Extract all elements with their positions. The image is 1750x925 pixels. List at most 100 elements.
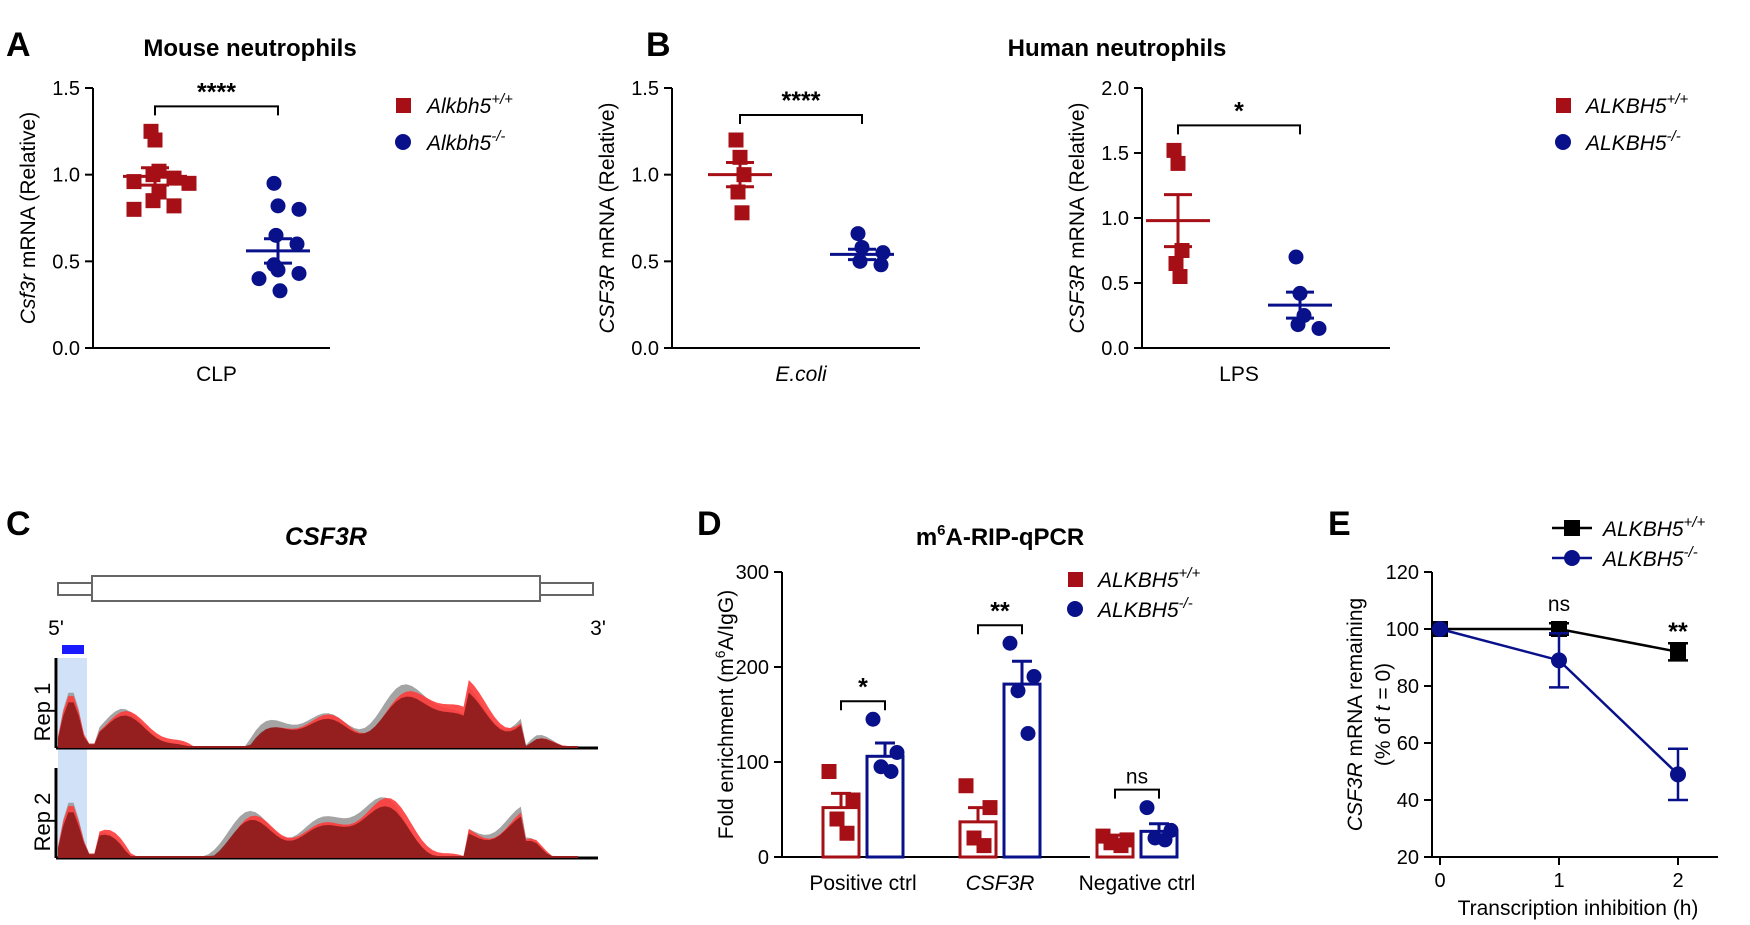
data-point [1670, 766, 1686, 783]
y-tick-label: 2.0 [1101, 78, 1129, 100]
legend-ko-marker [1067, 601, 1083, 617]
panel-letter-a: A [6, 26, 31, 64]
data-point [266, 175, 282, 191]
y-axis-label-2: (% of t = 0) [1372, 663, 1395, 766]
significance-label: * [858, 673, 868, 701]
data-point [270, 198, 286, 214]
series-wt [708, 132, 772, 221]
data-point [829, 811, 845, 827]
data-point [839, 825, 855, 841]
legend-panel-d: ALKBH5+/+ ALKBH5-/- [1067, 565, 1200, 622]
x-tick-label: 0 [1434, 870, 1445, 892]
y-tick-label: 0.5 [52, 251, 80, 273]
data-point [1290, 317, 1306, 333]
legend-ko-marker [1564, 550, 1580, 566]
chart-d: 0 100 200 300 Fold enrichment (m6A/IgG) * Posi… [712, 562, 1195, 895]
ip-coverage-dark [58, 806, 578, 858]
y-tick-label: 1.5 [1101, 143, 1129, 165]
x-tick-label: 1 [1553, 870, 1564, 892]
data-point [865, 711, 881, 727]
data-point [145, 167, 161, 183]
data-point [268, 227, 284, 243]
data-point [1157, 832, 1173, 848]
data-point [958, 778, 974, 794]
data-point [1026, 669, 1042, 684]
y-tick-label: 1.0 [1101, 208, 1129, 230]
data-point [883, 764, 899, 779]
significance-label: ns [1126, 766, 1148, 789]
legend-ko-marker [395, 134, 411, 150]
data-point [166, 198, 182, 214]
legend-ko-label: ALKBH5-/- [1096, 595, 1193, 622]
data-point [1670, 643, 1686, 660]
y-axis-label-gene: CSF3R [1066, 265, 1089, 334]
three-prime-label: 3' [590, 617, 606, 640]
data-point [982, 800, 998, 816]
coverage-tracks: Rep 1 Rep 2 [30, 658, 598, 860]
y-axis-label-rest: mRNA (Relative) [596, 102, 619, 264]
y-tick-label: 1.5 [52, 78, 80, 100]
y-axis-label: Csf3r mRNA (Relative) [17, 112, 40, 324]
data-point [1002, 635, 1018, 651]
y-tick-label: 100 [1386, 619, 1419, 641]
legend-wt-marker [396, 98, 411, 113]
y-tick-label: 40 [1397, 790, 1419, 812]
panel-c-gene-model: 5' 3' [48, 575, 606, 853]
panel-letter-b: B [646, 26, 671, 64]
panel-letter-e: E [1328, 505, 1351, 543]
data-point [291, 265, 307, 281]
data-point [728, 132, 744, 148]
y-tick-label: 0 [758, 847, 769, 869]
data-point [1551, 652, 1567, 669]
significance-label: **** [197, 78, 236, 106]
legend-panel-e: ALKBH5+/+ ALKBH5-/- [1552, 514, 1705, 571]
series-wt [123, 123, 197, 217]
chart-b2: 0.0 0.5 1.0 1.5 2.0 CSF3R mRNA (Relative) LPS * [1066, 78, 1390, 386]
x-axis-label: CLP [196, 363, 237, 386]
data-point [873, 257, 889, 273]
significance-bracket [977, 624, 1023, 635]
significance-bracket [1114, 788, 1160, 799]
panel-letter-d: D [697, 505, 722, 543]
x-tick-label: CSF3R [966, 872, 1035, 895]
data-point [251, 271, 267, 287]
x-axis-label: Transcription inhibition (h) [1458, 897, 1699, 920]
significance-label: ** [990, 597, 1010, 625]
data-point [1311, 321, 1327, 336]
data-point [147, 132, 163, 148]
significance-label: * [1234, 97, 1244, 125]
data-point [270, 262, 286, 278]
data-point [291, 201, 307, 217]
data-point [1166, 142, 1182, 158]
data-point [1020, 726, 1036, 741]
y-tick-label: 0.5 [631, 251, 659, 273]
y-tick-label: 100 [736, 752, 769, 774]
ip-coverage-dark [58, 692, 578, 748]
data-point [166, 170, 182, 186]
x-tick-label: 2 [1672, 870, 1683, 892]
data-point [976, 838, 992, 854]
y-tick-label: 300 [736, 562, 769, 584]
data-point [181, 175, 197, 191]
data-point [126, 201, 142, 217]
y-tick-label: 0.0 [52, 338, 80, 360]
series-ko [830, 226, 894, 273]
data-point [875, 245, 891, 261]
x-tick-label: Negative ctrl [1079, 872, 1196, 895]
series-ko [246, 175, 310, 299]
series-ko [1432, 621, 1688, 802]
y-axis-label-rest: mRNA remaining [1344, 598, 1367, 763]
bar-group: * Positive ctrl [809, 673, 916, 895]
legend-wt-marker [1068, 572, 1083, 587]
y-axis-label-gene: CSF3R [596, 265, 619, 334]
legend-wt-label: ALKBH5+/+ [1601, 514, 1705, 541]
data-point [821, 764, 837, 779]
data-point [850, 226, 866, 242]
y-axis-label-gene: CSF3R [1344, 762, 1367, 831]
data-point [1113, 838, 1129, 854]
data-point [272, 283, 288, 299]
significance-label: ** [1668, 618, 1688, 646]
significance-label: **** [782, 87, 821, 115]
y-axis-label: CSF3R mRNA (Relative) [596, 102, 619, 333]
